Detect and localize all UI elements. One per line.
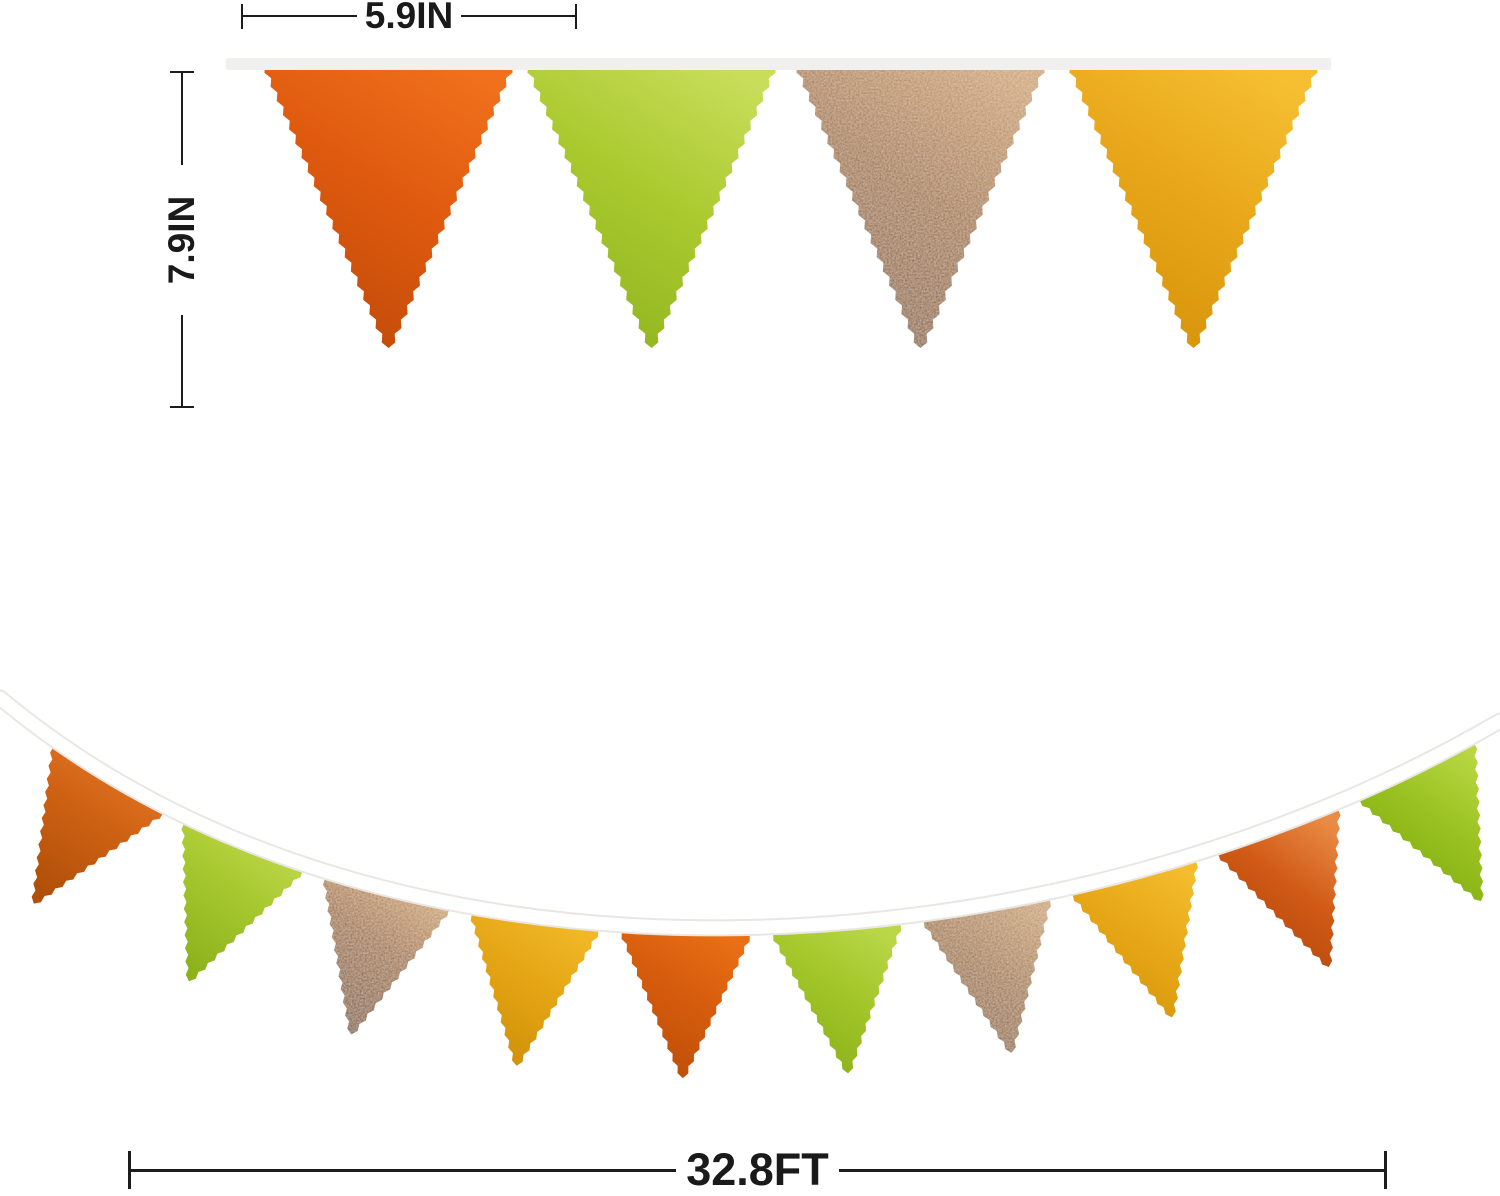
gold-foil-pennant (1072, 860, 1198, 1018)
dimension-tick (128, 1151, 131, 1189)
dimension-line (461, 15, 575, 17)
flag-height-value: 7.9IN (153, 195, 211, 284)
dimension-tick (575, 3, 577, 29)
green-foil-pennant (527, 64, 776, 348)
dimension-line (181, 314, 183, 406)
dimension-line (243, 15, 357, 17)
dimension-line (131, 1168, 677, 1172)
green-foil-pennant (1359, 742, 1484, 902)
banner-length-value: 32.8FT (676, 1147, 839, 1192)
flag-width-value: 5.9IN (356, 0, 462, 34)
dimension-tick (1384, 1151, 1387, 1189)
dimension-tick (241, 3, 243, 29)
flag-width-dimension: 5.9IN (241, 0, 577, 34)
green-foil-pennant (181, 822, 303, 982)
dimension-tick (170, 71, 194, 73)
dimension-tick (170, 406, 194, 408)
hanging-string (0, 691, 1500, 935)
dimension-line (838, 1168, 1384, 1172)
orange-foil-pennant (264, 64, 513, 348)
brown-glitter-pennant (796, 64, 1045, 348)
gold-foil-pennant (1069, 64, 1318, 348)
dimension-line (181, 73, 183, 165)
green-foil-pennant (772, 923, 902, 1074)
orange-foil-pennant (621, 931, 750, 1079)
orange-foil-pennant (31, 746, 164, 904)
gold-foil-pennant (470, 913, 599, 1066)
flag-height-label-box: 7.9IN (153, 165, 211, 315)
flag-height-dimension: 7.9IN (153, 71, 211, 408)
brown-glitter-pennant (923, 899, 1052, 1053)
orange-foil-pennant (1218, 808, 1341, 968)
brown-glitter-pennant (323, 878, 449, 1035)
banner-length-dimension: 32.8FT (128, 1147, 1387, 1192)
hanging-ribbon (226, 58, 1331, 70)
